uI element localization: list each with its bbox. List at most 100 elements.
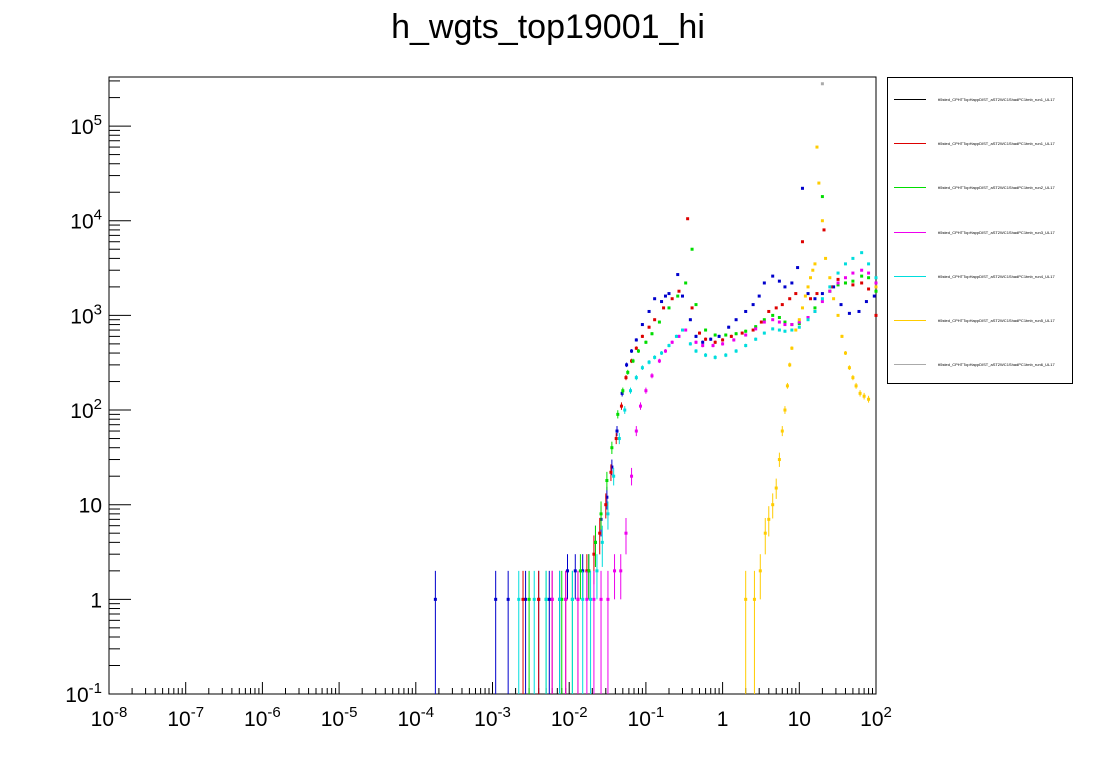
data-point: [623, 408, 627, 412]
y-tick-label: 105: [70, 112, 102, 139]
data-point: [634, 376, 638, 380]
data-point: [806, 292, 810, 296]
data-point: [578, 569, 582, 573]
data-point: [544, 597, 548, 601]
data-point: [790, 281, 794, 285]
data-point: [820, 219, 824, 223]
y-axis: 10-1 1 10 102 103 104 105: [65, 80, 131, 707]
data-point: [828, 276, 832, 280]
data-point: [701, 344, 705, 348]
data-point: [836, 313, 840, 317]
legend-line: [894, 231, 926, 233]
data-point: [874, 285, 878, 289]
data-point: [717, 334, 721, 338]
series-6: [820, 82, 824, 86]
data-point: [771, 274, 775, 278]
data-point: [734, 332, 738, 336]
data-point: [600, 540, 604, 544]
data-point: [847, 366, 851, 370]
y-tick-label: 102: [70, 396, 102, 423]
legend-line: [894, 364, 926, 366]
legend-label: tt5sted_CPHTTopHappDIST_aST2WC1ShadPC1tm…: [938, 273, 1055, 279]
data-point: [836, 283, 840, 287]
data-point: [800, 240, 804, 244]
x-tick-label: 10: [788, 708, 811, 731]
data-point: [690, 247, 694, 251]
data-point: [860, 251, 864, 255]
data-point: [690, 306, 694, 310]
data-point: [744, 329, 748, 333]
data-point: [843, 281, 847, 285]
data-point: [874, 276, 878, 280]
data-point: [751, 303, 755, 307]
x-tick-label: 10-3: [474, 704, 511, 731]
data-point: [713, 333, 717, 337]
data-point: [616, 412, 620, 416]
data-point: [644, 389, 648, 393]
data-point: [724, 353, 728, 357]
data-point: [506, 597, 510, 601]
x-tick-label: 10-4: [397, 704, 434, 731]
data-point: [774, 306, 778, 310]
data-point: [824, 256, 828, 260]
data-point: [847, 311, 851, 315]
data-point: [815, 292, 819, 296]
data-point: [713, 355, 717, 359]
legend-entry: tt5sted_CPHTTopHappDIST_aST2WC1ShadPC1tm…: [894, 95, 1070, 105]
data-point: [704, 353, 708, 357]
legend: tt5sted_CPHTTopHappDIST_aST2WC1ShadPC1tm…: [887, 77, 1073, 384]
x-tick-label: 102: [860, 704, 892, 731]
data-point: [667, 306, 671, 310]
legend-label: tt5sted_CPHTTopHappDIST_aST2WC1ShadPC1tm…: [938, 141, 1055, 147]
data-point: [593, 540, 597, 544]
data-point: [640, 366, 644, 370]
data-point: [874, 281, 878, 285]
data-point: [565, 569, 569, 573]
data-point: [771, 503, 775, 507]
data-point: [813, 306, 817, 310]
data-point: [694, 340, 698, 344]
data-point: [640, 334, 644, 338]
data-point: [650, 332, 654, 336]
legend-entry: tt5sted_CPHTTopHappDIST_aST2WC1ShadPC1tm…: [894, 183, 1070, 193]
data-point: [433, 597, 437, 601]
data-point: [721, 342, 725, 346]
data-point: [813, 309, 817, 313]
data-point: [780, 429, 784, 433]
data-point: [864, 300, 868, 304]
data-point: [688, 342, 692, 346]
data-point: [634, 429, 638, 433]
data-point: [860, 274, 864, 278]
legend-entry: tt5sted_CPHTTopHappDIST_aST2WC1ShadPC1tm…: [894, 360, 1070, 370]
legend-entry: tt5sted_CPHTTopHappDIST_aST2WC1ShadPC1tm…: [894, 272, 1070, 282]
data-point: [771, 318, 775, 322]
data-point: [777, 279, 781, 283]
data-point: [803, 294, 807, 298]
data-point: [647, 360, 651, 364]
data-point: [763, 531, 767, 535]
data-point: [767, 517, 771, 521]
series-layer: [433, 82, 878, 694]
data-point: [667, 344, 671, 348]
data-point: [820, 82, 824, 86]
data-point: [759, 320, 763, 324]
data-point: [630, 474, 634, 478]
data-point: [610, 465, 614, 469]
chart-title: h_wgts_top19001_hi: [391, 8, 705, 46]
data-point: [820, 292, 824, 296]
data-point: [815, 145, 819, 149]
data-point: [704, 337, 708, 341]
data-point: [527, 597, 531, 601]
data-point: [605, 495, 609, 499]
data-point: [524, 597, 528, 601]
data-point: [630, 349, 634, 353]
data-point: [676, 294, 680, 298]
data-point: [680, 328, 684, 332]
data-point: [686, 217, 690, 221]
data-point: [758, 569, 762, 573]
data-point: [783, 323, 787, 327]
data-point: [794, 328, 798, 332]
data-point: [809, 276, 813, 280]
data-point: [752, 597, 756, 601]
